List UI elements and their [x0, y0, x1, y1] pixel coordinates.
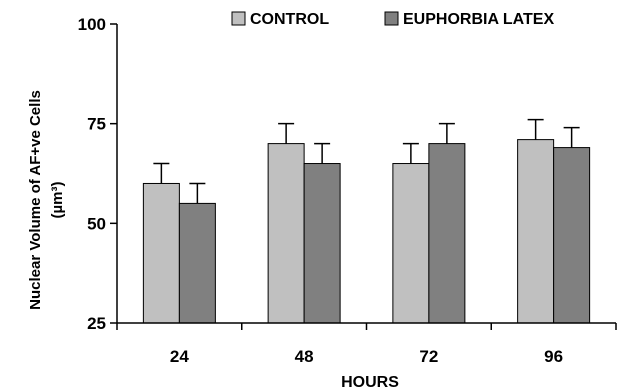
bar-control-48 [267, 143, 305, 324]
x-axis-label: HOURS [341, 374, 399, 390]
x-tick-label-96: 96 [544, 347, 563, 366]
x-tick-label-48: 48 [295, 347, 314, 366]
bar-euphorbia-96 [553, 147, 591, 324]
legend-swatch-euphorbia [384, 11, 399, 26]
legend-swatch-control [231, 11, 246, 26]
y-tick-label-100: 100 [78, 15, 106, 34]
bar-euphorbia-72 [428, 143, 466, 324]
x-tick-label-72: 72 [419, 347, 438, 366]
x-tick-label-24: 24 [170, 347, 189, 366]
y-tick-label-75: 75 [87, 115, 106, 134]
legend-label-euphorbia: EUPHORBIA LATEX [403, 11, 554, 28]
bar-euphorbia-24 [178, 202, 216, 324]
plot-area: 25 50 75 100 24 48 72 96 [78, 15, 617, 366]
y-tick-label-50: 50 [87, 214, 106, 233]
legend-label-control: CONTROL [250, 11, 329, 28]
y-tick-label-25: 25 [87, 314, 106, 333]
y-axis-label-line1: Nuclear Volume of AF+ve Cells [27, 90, 44, 310]
bar-euphorbia-48 [303, 163, 341, 324]
y-axis-label-line2: (µm³) [49, 182, 66, 219]
legend: CONTROL EUPHORBIA LATEX [231, 11, 554, 28]
bar-control-72 [392, 163, 430, 324]
bar-control-24 [142, 182, 180, 324]
bar-control-96 [517, 139, 555, 324]
